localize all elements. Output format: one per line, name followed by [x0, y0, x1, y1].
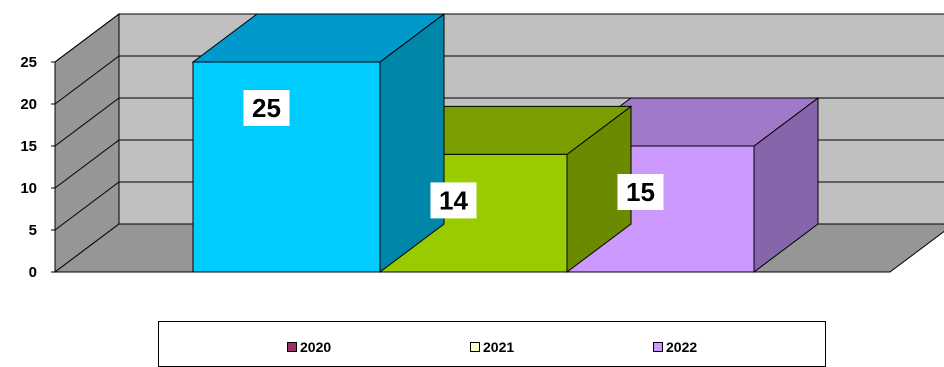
y-tick-label: 0 — [29, 264, 37, 281]
bars — [191, 13, 820, 273]
bar-2020 — [191, 13, 446, 273]
legend-label-2022: 2022 — [666, 339, 698, 355]
legend: 2020 2021 2022 — [158, 321, 826, 367]
legend-item-2022: 2022 — [653, 339, 697, 355]
legend-item-2020: 2020 — [287, 339, 331, 355]
data-label-2021: 14 — [439, 185, 468, 215]
legend-swatch-2021 — [470, 342, 480, 352]
legend-label-2021: 2021 — [483, 339, 515, 355]
data-labels: 25 14 15 — [243, 90, 664, 219]
y-tick-label: 10 — [20, 180, 37, 197]
legend-label-2020: 2020 — [300, 339, 332, 355]
gridline — [54, 55, 944, 105]
y-tick-label: 20 — [20, 96, 37, 113]
legend-swatch-2020 — [287, 342, 297, 352]
data-label-bg-2020 — [243, 90, 290, 126]
data-label-bg-2022 — [617, 174, 664, 210]
bar-chart: 0 5 10 15 20 25 25 14 15 — [20, 13, 944, 281]
y-tick-label: 15 — [20, 138, 37, 155]
legend-item-2021: 2021 — [470, 339, 514, 355]
data-label-bg-2021 — [430, 182, 477, 219]
data-label-2022: 15 — [626, 177, 655, 207]
y-tick-label: 25 — [20, 54, 37, 71]
data-label-2020: 25 — [252, 93, 281, 123]
y-tick-label: 5 — [29, 222, 37, 239]
legend-swatch-2022 — [653, 342, 663, 352]
gridline — [54, 13, 944, 63]
